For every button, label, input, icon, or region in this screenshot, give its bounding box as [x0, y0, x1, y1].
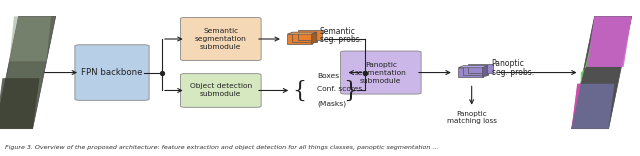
- Text: FPN backbone: FPN backbone: [81, 68, 143, 77]
- FancyBboxPatch shape: [180, 74, 261, 107]
- Polygon shape: [287, 32, 317, 34]
- Text: (Masks): (Masks): [317, 100, 347, 107]
- Polygon shape: [483, 66, 488, 77]
- Polygon shape: [572, 84, 580, 129]
- Polygon shape: [0, 78, 40, 129]
- FancyBboxPatch shape: [75, 45, 149, 100]
- Polygon shape: [458, 66, 488, 68]
- Text: Figure 3. Overview of the proposed architecture: feature extraction and object d: Figure 3. Overview of the proposed archi…: [5, 145, 438, 150]
- FancyBboxPatch shape: [292, 32, 317, 42]
- Text: Panoptic: Panoptic: [492, 59, 524, 68]
- FancyBboxPatch shape: [468, 64, 493, 73]
- FancyBboxPatch shape: [287, 34, 312, 44]
- Text: Semantic
segmentation
submodule: Semantic segmentation submodule: [195, 28, 247, 50]
- Text: Panoptic
segmentation
submodule: Panoptic segmentation submodule: [355, 61, 407, 84]
- Text: Conf. scores: Conf. scores: [317, 86, 363, 92]
- Polygon shape: [580, 39, 592, 84]
- Text: Semantic: Semantic: [320, 27, 356, 36]
- Text: Boxes: Boxes: [317, 73, 340, 79]
- Polygon shape: [312, 32, 317, 44]
- FancyBboxPatch shape: [340, 51, 421, 94]
- FancyBboxPatch shape: [180, 17, 261, 61]
- Text: {: {: [292, 79, 307, 102]
- FancyBboxPatch shape: [458, 68, 483, 77]
- Polygon shape: [572, 84, 614, 129]
- Polygon shape: [586, 16, 632, 67]
- FancyBboxPatch shape: [463, 66, 488, 75]
- Text: Panoptic
matching loss: Panoptic matching loss: [447, 111, 497, 124]
- Text: Object detection
submodule: Object detection submodule: [189, 83, 252, 98]
- Polygon shape: [0, 16, 56, 129]
- Text: seg. probs.: seg. probs.: [492, 68, 534, 77]
- FancyBboxPatch shape: [298, 30, 322, 40]
- Text: seg. probs.: seg. probs.: [320, 35, 362, 44]
- Polygon shape: [572, 16, 632, 129]
- Text: }: }: [344, 79, 358, 102]
- Polygon shape: [10, 16, 51, 61]
